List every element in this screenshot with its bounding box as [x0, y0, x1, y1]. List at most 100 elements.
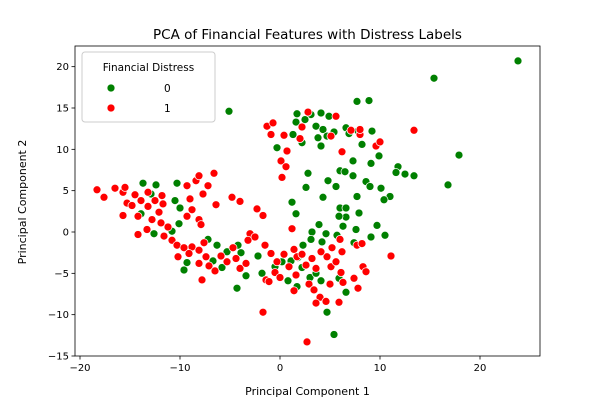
data-point-series-1: [409, 125, 419, 135]
data-point-series-1: [334, 297, 344, 307]
data-point-series-0: [301, 183, 311, 192]
y-tick-label: 15: [56, 104, 69, 115]
data-point-series-0: [352, 97, 362, 106]
data-point-series-0: [429, 73, 439, 83]
data-point-series-1: [142, 225, 152, 234]
data-point-series-0: [179, 265, 189, 275]
data-point-series-1: [110, 183, 120, 193]
data-point-series-0: [400, 169, 410, 179]
data-point-series-1: [216, 251, 226, 261]
data-point-series-0: [175, 203, 185, 213]
data-point-series-1: [321, 297, 331, 306]
data-point-series-1: [279, 249, 289, 259]
data-point-series-0: [352, 192, 362, 201]
y-tick-label: 5: [63, 186, 69, 197]
data-point-series-0: [149, 229, 159, 239]
y-tick-label: 10: [56, 145, 69, 156]
data-point-series-0: [303, 168, 313, 178]
data-point-series-1: [127, 201, 137, 210]
data-point-series-0: [323, 176, 333, 186]
data-point-series-1: [209, 168, 219, 178]
data-point-series-1: [279, 130, 289, 140]
data-point-series-1: [150, 196, 160, 205]
data-point-series-1: [136, 196, 146, 205]
data-point-series-0: [329, 330, 339, 339]
y-tick-label: 20: [56, 62, 69, 73]
data-point-series-1: [156, 218, 166, 228]
data-point-series-1: [272, 257, 282, 267]
data-point-series-0: [318, 192, 328, 202]
x-tick-label: 10: [374, 363, 387, 374]
data-point-series-0: [366, 232, 376, 242]
data-point-series-1: [311, 298, 321, 308]
data-point-series-0: [307, 227, 317, 237]
data-point-series-1: [258, 211, 268, 220]
data-point-series-1: [235, 197, 245, 206]
data-point-series-1: [194, 245, 204, 255]
x-tick-label: 0: [277, 363, 283, 374]
data-point-series-1: [211, 200, 221, 210]
data-point-series-0: [348, 171, 358, 181]
legend-label-0: 0: [164, 83, 171, 95]
data-point-series-0: [366, 159, 376, 168]
data-point-series-0: [314, 220, 324, 229]
data-point-series-1: [185, 194, 195, 204]
data-point-series-0: [443, 180, 453, 190]
data-point-series-0: [212, 240, 222, 250]
data-point-series-1: [163, 222, 173, 232]
data-point-series-1: [357, 239, 367, 248]
data-point-series-1: [194, 171, 204, 181]
data-point-series-1: [297, 122, 307, 132]
data-point-series-1: [309, 285, 319, 295]
axes-frame: [74, 45, 541, 357]
data-point-series-1: [194, 259, 204, 268]
data-point-series-1: [284, 262, 294, 272]
data-point-series-1: [302, 337, 312, 347]
data-point-series-0: [318, 125, 328, 134]
data-point-series-1: [311, 264, 321, 273]
data-point-series-1: [336, 268, 346, 277]
data-point-series-1: [346, 125, 356, 135]
data-point-series-0: [331, 182, 341, 191]
legend-frame: [81, 51, 216, 123]
data-point-series-1: [184, 249, 194, 258]
data-point-series-1: [282, 146, 292, 156]
data-point-series-1: [228, 243, 238, 253]
data-point-series-0: [513, 56, 523, 66]
data-point-series-1: [252, 204, 262, 214]
y-tick-label: −10: [48, 310, 69, 321]
data-point-series-1: [159, 231, 169, 241]
x-tick-label: 20: [474, 363, 487, 374]
x-tick-label: −10: [169, 363, 190, 374]
data-point-series-0: [306, 235, 316, 244]
plot-area: [92, 56, 523, 347]
data-point-series-1: [199, 238, 209, 248]
data-point-series-1: [130, 190, 140, 200]
data-point-series-1: [204, 261, 214, 271]
data-point-series-0: [354, 208, 364, 218]
data-point-series-0: [151, 180, 161, 190]
data-point-series-1: [304, 279, 314, 289]
data-point-series-1: [143, 202, 153, 211]
data-point-series-0: [379, 195, 389, 205]
data-point-series-0: [454, 150, 464, 160]
data-point-series-1: [287, 224, 297, 234]
data-point-series-0: [348, 156, 358, 166]
legend-marker-1: [106, 103, 116, 113]
y-tick-label: 0: [63, 228, 69, 239]
data-point-series-0: [174, 219, 184, 229]
data-point-series-1: [182, 211, 192, 221]
data-point-series-0: [224, 106, 234, 116]
data-point-series-0: [283, 276, 293, 286]
data-point-series-1: [187, 205, 197, 215]
chart-title: PCA of Financial Features with Distress …: [153, 27, 462, 43]
data-point-series-1: [289, 286, 299, 296]
data-point-series-0: [172, 178, 182, 188]
data-point-series-0: [222, 247, 232, 257]
data-point-series-0: [364, 96, 374, 105]
legend-marker-0: [106, 83, 116, 93]
data-point-series-0: [232, 283, 242, 293]
data-point-series-0: [374, 151, 384, 161]
data-point-series-0: [334, 211, 344, 221]
